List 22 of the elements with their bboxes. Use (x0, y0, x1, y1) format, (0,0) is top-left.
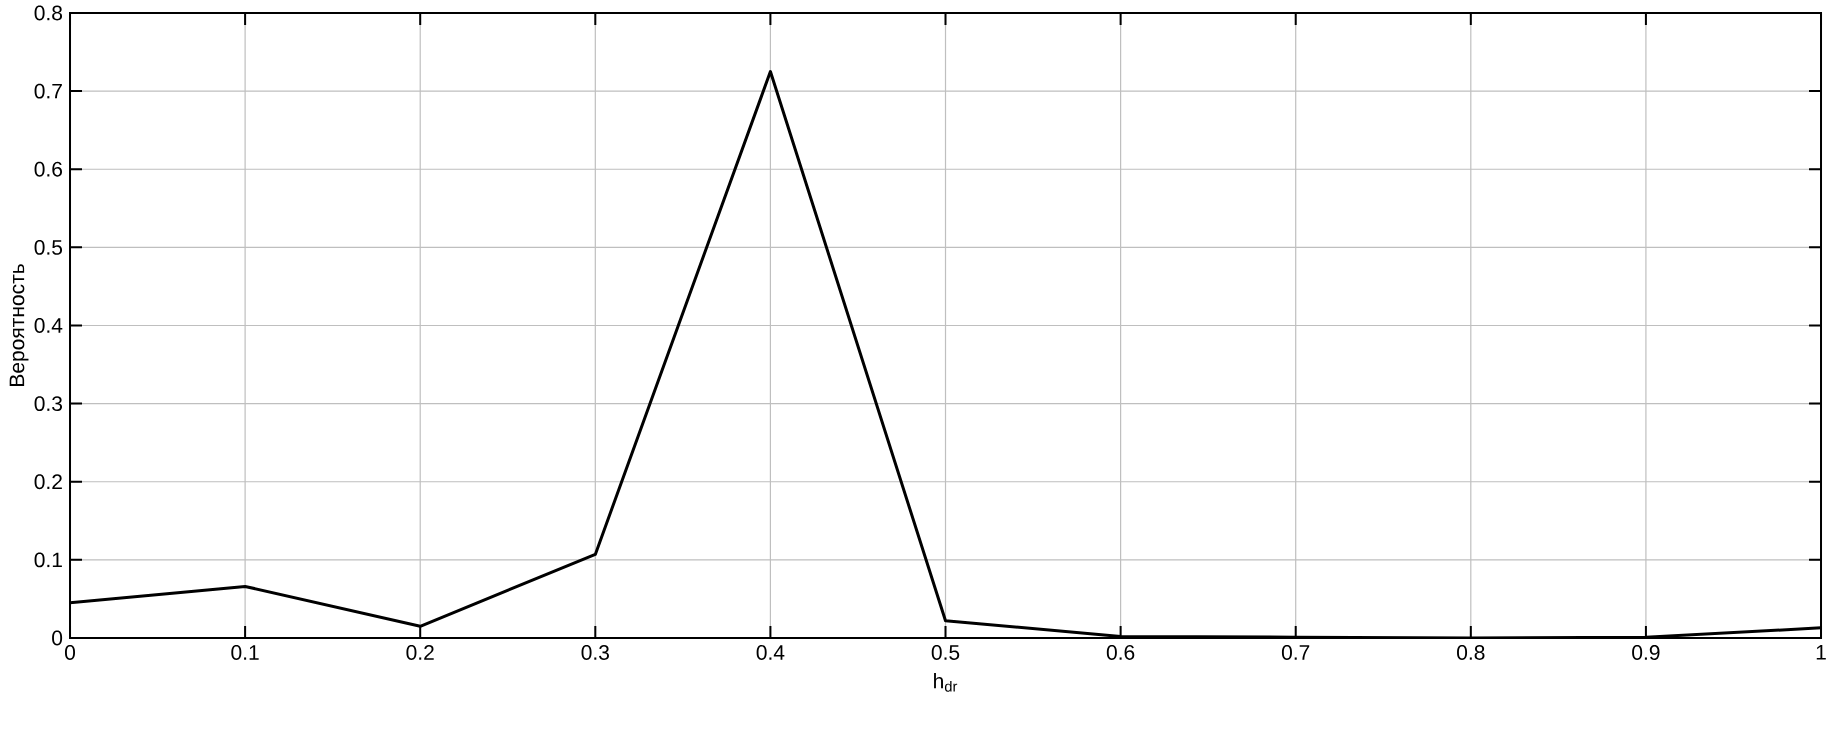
x-tick-label: 0.9 (1632, 645, 1660, 660)
y-tick-label: 0.8 (34, 5, 63, 21)
y-tick-label: 0 (52, 630, 63, 646)
y-axis-title: Вероятность (9, 264, 29, 386)
x-tick-label: 0.4 (756, 645, 785, 660)
y-tick-label: 0.7 (34, 83, 62, 99)
x-tick-label: 0.6 (1106, 645, 1135, 660)
x-tick-label: 0.8 (1457, 645, 1485, 660)
x-tick-label: 0.5 (931, 645, 960, 660)
y-tick-label: 0.1 (34, 552, 62, 568)
y-tick-label: 0.4 (34, 318, 63, 333)
x-tick-label: 0.3 (581, 645, 609, 660)
x-tick-label: 0.7 (1281, 645, 1310, 660)
x-tick-label: 0.1 (231, 645, 259, 660)
y-tick-label: 0.2 (34, 474, 62, 490)
y-tick-label: 0.5 (34, 239, 63, 255)
x-tick-label: 0 (64, 645, 76, 660)
y-tick-label: 0.3 (34, 396, 63, 412)
x-tick-label: 1 (1816, 645, 1826, 660)
x-tick-label: 0.2 (406, 645, 434, 660)
x-axis-title: h$_{dr}$ (934, 673, 958, 692)
y-tick-label: 0.6 (34, 161, 63, 177)
